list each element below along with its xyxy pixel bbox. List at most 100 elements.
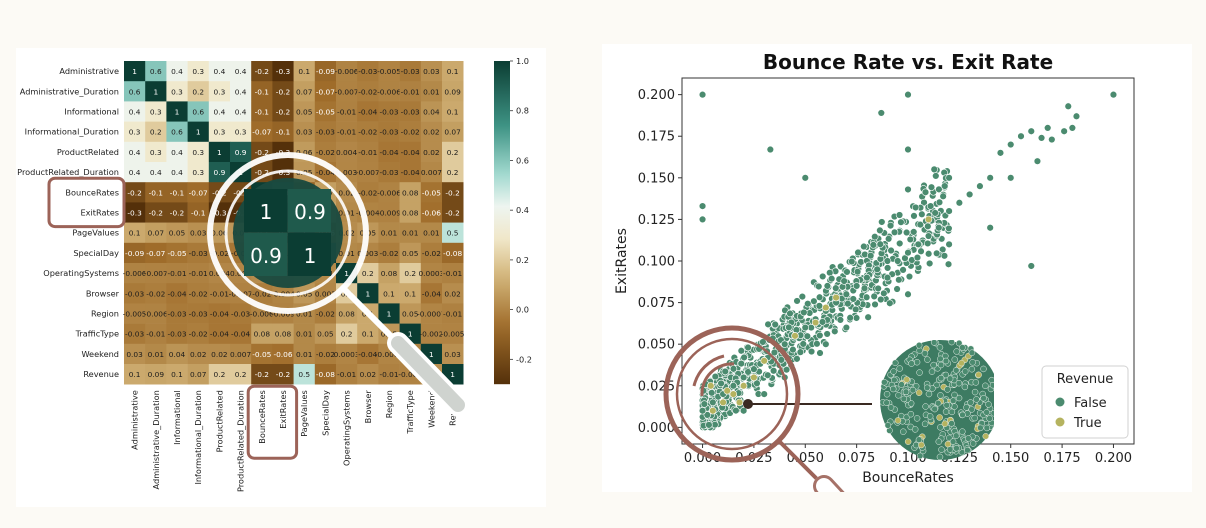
scatter-point-false [965, 190, 974, 199]
zoom-inset-point [952, 367, 960, 374]
scatter-point-false [793, 355, 801, 363]
heatmap-cell-label: 0.07 [148, 229, 165, 238]
heatmap-cell [442, 141, 464, 163]
magnifier-handle-inner [391, 336, 465, 412]
scatter-point-false [831, 327, 839, 336]
heatmap-cell [420, 242, 443, 264]
scatter-point-true [707, 382, 715, 390]
heatmap-cell [420, 162, 443, 183]
heatmap-cell [399, 121, 422, 143]
zoom-cell [288, 233, 331, 276]
heatmap-cell [145, 121, 167, 143]
zoom-inset-point [907, 410, 915, 418]
heatmap-cell [124, 121, 146, 143]
zoom-inset-point [907, 400, 915, 407]
zoom-inset-point [937, 361, 945, 369]
heatmap-cell-label: 0.05 [296, 108, 313, 117]
scatter-point-false [801, 323, 809, 332]
zoom-inset-point [961, 368, 969, 375]
heatmap-cell-label: -0.08 [443, 249, 462, 258]
heatmap-cell-label: -0.007 [356, 168, 380, 177]
zoom-inset-point [881, 379, 888, 386]
heatmap-cell [420, 61, 443, 82]
heatmap-cell-label: -0.2 [276, 87, 290, 96]
scatter-point-false [804, 300, 812, 308]
heatmap-cell [378, 222, 400, 244]
heatmap-cell-label: 0.03 [423, 67, 440, 76]
scatter-point-false [823, 282, 832, 290]
heatmap-cell [124, 162, 146, 183]
scatter-point-false [760, 390, 768, 398]
heatmap-cell-label: 0.1 [383, 289, 395, 298]
heatmap-cell [399, 81, 422, 102]
heatmap-cell-label: -0.3 [212, 209, 227, 218]
heatmap-cell [124, 141, 146, 163]
heatmap-cell-label: 0.2 [192, 87, 204, 96]
heatmap-cell-label: -0.02 [210, 249, 229, 258]
zoom-inset-point [983, 424, 991, 432]
heatmap-cell-label: 0.08 [254, 330, 271, 339]
zoom-inset-point [937, 355, 944, 363]
scatter-point-false [698, 90, 707, 99]
heatmap-row-label: Browser [86, 288, 120, 298]
heatmap-cell-label: -0.03 [189, 310, 208, 319]
heatmap-cell [145, 343, 167, 365]
heatmap-cell [336, 141, 358, 163]
zoom-cell-label: 1 [304, 244, 317, 268]
heatmap-cell [336, 121, 358, 143]
colorbar-tick-label: 0.0 [516, 305, 529, 315]
heatmap-cell-label: -0.02 [316, 310, 335, 319]
heatmap-cell-label: -0.2 [276, 370, 290, 379]
scatter-point-false [819, 272, 827, 281]
zoom-cell [288, 189, 331, 232]
heatmap-cell-label: 0.01 [296, 350, 313, 359]
heatmap-cell [378, 81, 400, 102]
heatmap-cell-label: -0.3 [276, 67, 291, 76]
scatter-point-false [744, 343, 752, 352]
zoom-inset-point [925, 390, 933, 398]
zoom-inset-point [936, 414, 943, 421]
zoom-inset-point [892, 359, 899, 367]
heatmap-cell [314, 323, 337, 345]
heatmap-cell-label: -0.01 [167, 269, 186, 278]
scatter-point-true [735, 398, 744, 407]
heatmap-cell [272, 101, 294, 122]
heatmap-cell-label: 0.06 [296, 148, 313, 157]
zoom-inset-point [926, 413, 934, 420]
y-tick-label: 0.075 [638, 296, 675, 311]
scatter-point-false [904, 90, 912, 99]
zoom-inset-point [922, 403, 929, 410]
heatmap-cell-label: 0.07 [296, 87, 313, 96]
heatmap-cell [399, 242, 422, 264]
heatmap-cell [399, 101, 422, 122]
heatmap-cell [293, 61, 316, 82]
heatmap-cell [124, 61, 146, 82]
heatmap-cell [166, 222, 188, 244]
heatmap-cell-label: 0.1 [447, 108, 459, 117]
heatmap-row-label: Region [91, 309, 119, 319]
heatmap-cell-label: -0.009 [377, 209, 401, 218]
zoom-inset-point [921, 420, 929, 428]
heatmap-cell [208, 303, 231, 324]
scatter-point-false [851, 305, 860, 314]
scatter-point-false [910, 212, 918, 220]
scatter-point-false [945, 207, 953, 215]
x-tick-label: 0.200 [1095, 451, 1132, 466]
heatmap-cell-label: 0.4 [129, 168, 141, 177]
zoom-inset-point [924, 356, 931, 363]
zoom-inset-point [883, 390, 891, 398]
heatmap-cell-label: -0.04 [210, 330, 229, 339]
zoom-inset-point [982, 433, 990, 440]
y-tick-label: 0.125 [638, 213, 675, 228]
zoom-inset-point [915, 342, 923, 349]
heatmap-cell [145, 263, 167, 284]
scatter-point-true [709, 407, 717, 415]
heatmap-cell [420, 81, 443, 102]
scatter-point-false [886, 221, 895, 230]
heatmap-cell [357, 263, 379, 284]
heatmap-cell-label: 0.4 [235, 87, 247, 96]
scatter-point-false [917, 247, 925, 255]
scatter-point-false [800, 308, 808, 317]
zoom-inset-point [931, 405, 938, 413]
heatmap-cell-label: 1 [153, 87, 158, 96]
